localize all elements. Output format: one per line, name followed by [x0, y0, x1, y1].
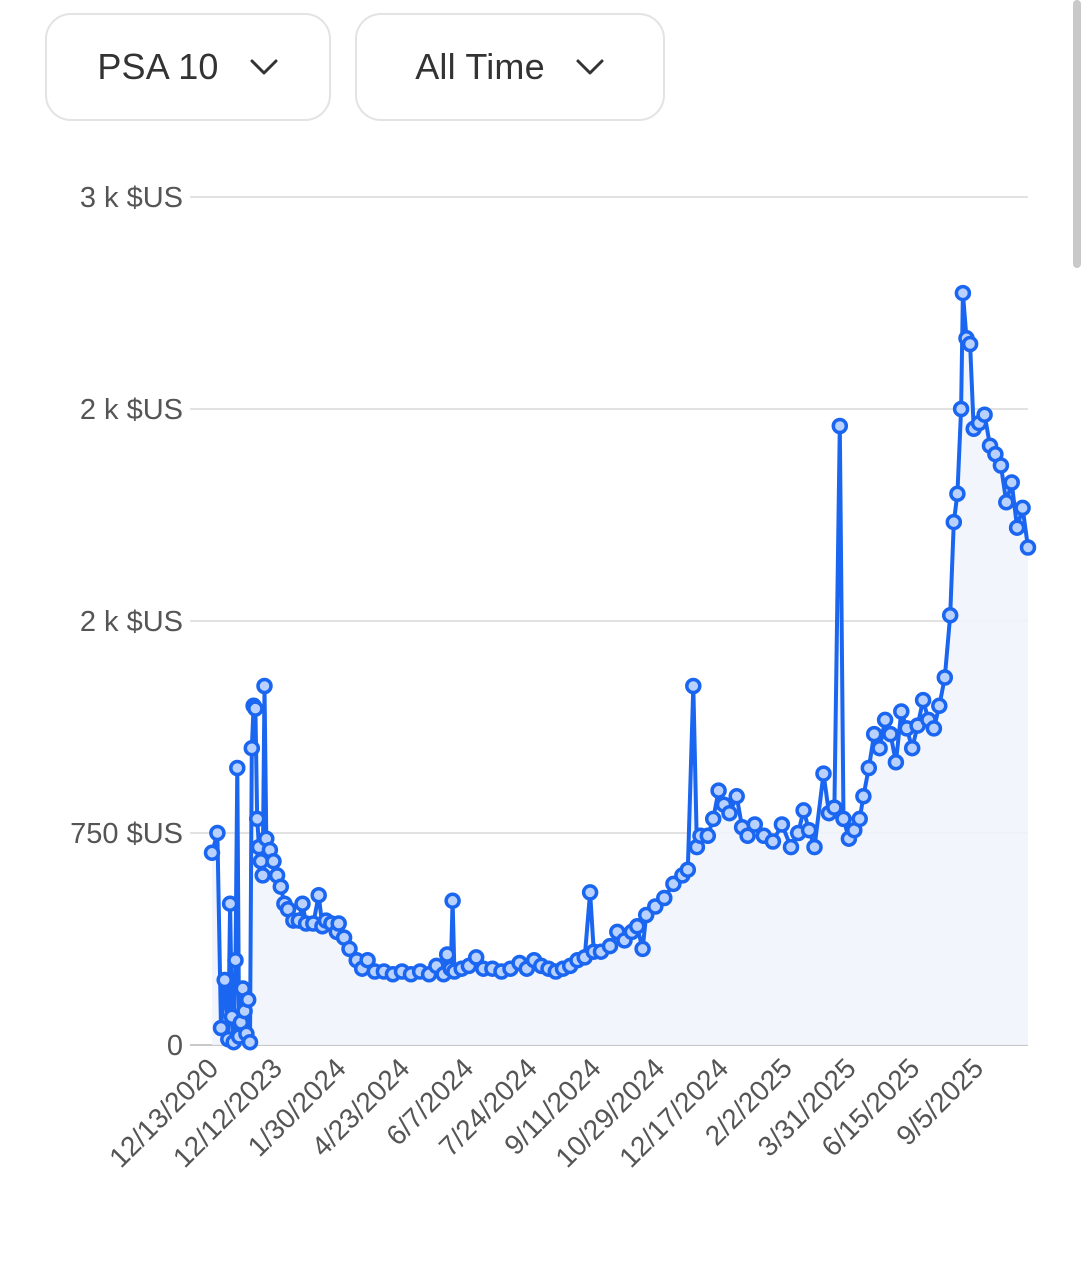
data-point[interactable] [903, 739, 921, 757]
data-point[interactable] [221, 895, 239, 912]
data-point[interactable] [256, 677, 273, 695]
time-range-dropdown[interactable]: All Time [355, 13, 665, 121]
data-point[interactable] [954, 284, 972, 302]
data-point[interactable] [203, 844, 221, 862]
y-tick-label: 2 k $US [80, 606, 183, 638]
area-fill [212, 293, 1028, 1046]
data-point[interactable] [239, 991, 257, 1009]
data-point[interactable] [272, 878, 290, 895]
data-point[interactable] [656, 889, 673, 907]
x-axis-ticks: 12/13/202012/12/20231/30/20244/23/20246/… [103, 1052, 989, 1173]
data-point[interactable] [835, 810, 852, 828]
data-point[interactable] [800, 821, 818, 839]
data-point[interactable] [247, 700, 264, 717]
data-point[interactable] [212, 1019, 230, 1037]
data-points [203, 284, 1037, 1051]
data-point[interactable] [746, 816, 764, 833]
data-point[interactable] [860, 759, 878, 777]
data-point[interactable] [806, 838, 823, 856]
data-point[interactable] [795, 802, 812, 819]
data-point[interactable] [945, 513, 963, 531]
data-point[interactable] [341, 940, 358, 958]
data-point[interactable] [876, 711, 894, 729]
data-point[interactable] [893, 703, 910, 720]
data-point[interactable] [444, 892, 461, 910]
data-point[interactable] [265, 853, 282, 870]
data-point[interactable] [1003, 474, 1020, 491]
data-point[interactable] [227, 951, 244, 969]
data-point[interactable] [229, 759, 246, 777]
time-range-label: All Time [415, 46, 545, 87]
data-point[interactable] [679, 861, 697, 878]
data-point[interactable] [831, 417, 849, 435]
data-point[interactable] [248, 810, 266, 828]
data-point[interactable] [243, 739, 261, 757]
data-point[interactable] [254, 867, 271, 884]
chevron-down-icon [250, 59, 278, 75]
data-point[interactable] [976, 406, 993, 423]
data-point[interactable] [581, 884, 599, 901]
data-point[interactable] [871, 739, 888, 757]
data-point[interactable] [359, 951, 376, 969]
data-point[interactable] [764, 833, 782, 850]
series-area [212, 293, 1028, 1046]
data-point[interactable] [710, 782, 727, 799]
data-point[interactable] [851, 810, 868, 828]
y-axis-ticks: 0 750 $US 2 k $US 2 k $US 3 k $US [70, 182, 183, 1062]
y-tick-label: 750 $US [70, 818, 183, 850]
data-point[interactable] [310, 886, 327, 904]
data-point[interactable] [467, 949, 485, 966]
data-point[interactable] [685, 677, 702, 695]
data-point[interactable] [887, 754, 905, 771]
data-point[interactable] [294, 895, 311, 912]
data-point[interactable] [1019, 539, 1037, 556]
data-point[interactable] [782, 838, 800, 856]
data-point[interactable] [739, 827, 756, 845]
data-point[interactable] [438, 946, 456, 963]
data-point[interactable] [241, 1033, 259, 1051]
data-point[interactable] [855, 788, 872, 805]
data-point[interactable] [865, 725, 883, 743]
data-point[interactable] [699, 827, 717, 845]
data-point[interactable] [931, 697, 948, 715]
y-tick-label: 0 [167, 1030, 183, 1062]
data-point[interactable] [1008, 519, 1026, 536]
data-point[interactable] [925, 720, 943, 737]
data-point[interactable] [952, 400, 970, 418]
data-point[interactable] [992, 457, 1010, 474]
data-point[interactable] [216, 971, 233, 989]
grade-filter-dropdown[interactable]: PSA 10 [45, 13, 331, 121]
data-point[interactable] [961, 335, 979, 353]
data-point[interactable] [941, 607, 959, 624]
y-tick-label: 3 k $US [80, 182, 183, 214]
data-point[interactable] [998, 494, 1015, 511]
data-point[interactable] [721, 804, 738, 822]
data-point[interactable] [634, 940, 651, 958]
page-scrollbar[interactable] [1073, 0, 1081, 268]
data-point[interactable] [628, 918, 646, 935]
data-point[interactable] [704, 810, 722, 828]
data-point[interactable] [1014, 499, 1031, 517]
data-point[interactable] [949, 485, 966, 503]
data-point[interactable] [773, 816, 791, 833]
data-point[interactable] [914, 691, 932, 709]
data-point[interactable] [728, 788, 745, 805]
y-tick-label: 2 k $US [80, 394, 183, 426]
chevron-down-icon [576, 59, 604, 75]
data-point[interactable] [936, 669, 954, 686]
data-point[interactable] [601, 937, 619, 955]
data-point[interactable] [209, 824, 226, 842]
data-point[interactable] [826, 799, 843, 816]
data-point[interactable] [882, 725, 899, 743]
grade-filter-label: PSA 10 [97, 46, 219, 87]
data-point[interactable] [330, 915, 347, 932]
data-point[interactable] [815, 765, 832, 782]
